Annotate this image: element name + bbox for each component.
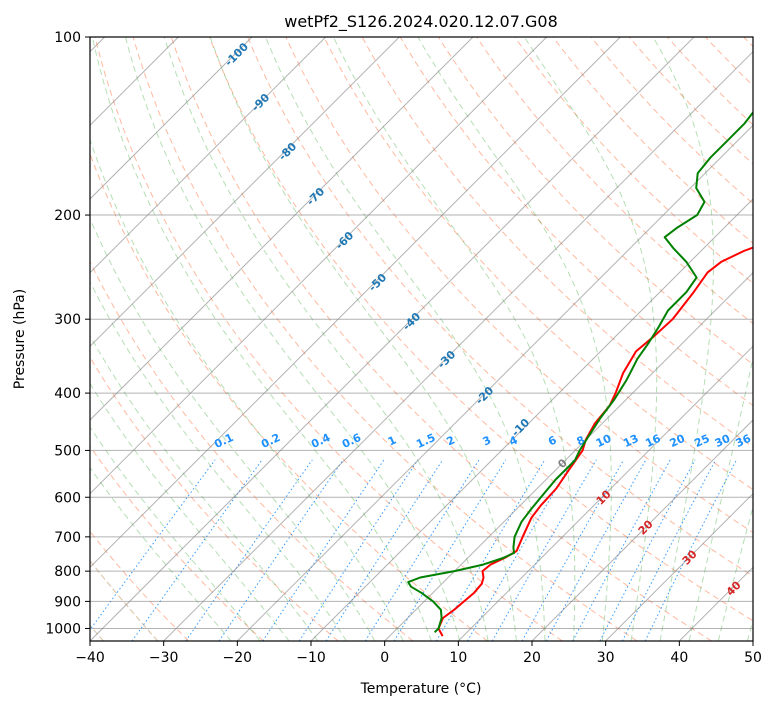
mixing-ratio-line xyxy=(644,459,737,641)
mixing-ratio-line xyxy=(393,459,507,641)
x-tick-label: −20 xyxy=(223,650,253,666)
mixing-ratio-line xyxy=(90,459,216,631)
moist-adiabat-line xyxy=(523,37,658,641)
mixing-ratio-line xyxy=(298,459,419,641)
y-axis: 100 200 300 400 500 600 700 800 900 1000 xyxy=(45,30,90,637)
isotherm-line xyxy=(605,492,753,641)
mixing-ratio-label: 30 xyxy=(713,432,733,450)
x-tick-label: 40 xyxy=(670,650,688,666)
x-tick-label: 50 xyxy=(744,650,762,666)
isotherm-line xyxy=(90,37,695,641)
moist-adiabat-line xyxy=(688,355,753,641)
dry-adiabat-line xyxy=(590,37,753,205)
x-axis-label: Temperature (°C) xyxy=(360,681,482,697)
x-tick-label: −10 xyxy=(296,650,326,666)
plot-area: -100-90-80-70-60-50-40-30-20-10 0.1 0.2 0.… xyxy=(89,36,754,642)
isotherm-line xyxy=(531,419,753,641)
moist-adiabat-line xyxy=(90,217,376,641)
mixing-ratio-line xyxy=(521,459,625,641)
chart-title: wetPf2_S126.2024.020.12.07.G08 xyxy=(284,12,558,32)
dry-adiabat-line xyxy=(170,37,712,641)
isotherm-line xyxy=(457,345,753,641)
dry-adiabat-line xyxy=(399,37,753,407)
mixing-ratio-label: 10 xyxy=(594,432,614,450)
x-axis: −40 −30 −20 −10 0 10 20 30 40 50 xyxy=(75,641,762,666)
mixing-ratio-line xyxy=(185,459,313,641)
moist-adiabat-line xyxy=(90,280,347,641)
isotherm-line xyxy=(90,37,400,348)
mixing-ratio-line xyxy=(262,459,385,641)
y-tick-label: 700 xyxy=(54,530,81,546)
dry-adiabat-line xyxy=(90,260,414,641)
moist-adiabat-line xyxy=(90,466,232,641)
mixing-ratio-label: 20 xyxy=(668,432,688,450)
mixing-ratio-line xyxy=(545,459,647,641)
dry-adiabat-line xyxy=(628,37,753,165)
moist-adiabat-line xyxy=(90,382,290,641)
moist-adiabat-line xyxy=(90,334,319,641)
moist-adiabat-line xyxy=(652,37,714,641)
y-tick-label: 100 xyxy=(54,30,81,46)
moist-adiabat-line xyxy=(417,37,612,641)
moist-adiabat-line xyxy=(90,426,261,641)
x-tick-label: 20 xyxy=(523,650,541,666)
y-tick-label: 1000 xyxy=(45,621,81,637)
x-tick-label: 0 xyxy=(380,650,389,666)
moist-adiabat-line xyxy=(717,505,753,641)
plot-background xyxy=(90,37,753,641)
y-tick-label: 400 xyxy=(54,386,81,402)
moist-adiabat-line xyxy=(91,37,432,641)
dry-adiabat-line xyxy=(323,37,753,491)
x-tick-label: −40 xyxy=(75,650,105,666)
mixing-ratio-label: 25 xyxy=(692,432,711,450)
isotherm-line xyxy=(236,124,753,641)
y-tick-label: 500 xyxy=(54,443,81,459)
moist-adiabat-line xyxy=(265,37,546,641)
mixing-ratio-line xyxy=(491,459,597,641)
mixing-ratio-label: 16 xyxy=(643,432,663,450)
mixing-ratio-line xyxy=(435,459,546,641)
moist-adiabat-line xyxy=(209,37,517,641)
background-lines xyxy=(90,37,753,641)
moist-adiabat-line xyxy=(163,37,489,641)
mixing-ratio-line xyxy=(621,459,717,641)
isotherm-line xyxy=(163,50,753,641)
isotherm-line xyxy=(90,37,474,421)
isotherm-line xyxy=(384,271,753,641)
mixing-ratio-line xyxy=(131,459,263,641)
dry-adiabat-line xyxy=(90,445,264,641)
y-tick-label: 800 xyxy=(54,564,81,580)
isotherm-line xyxy=(752,640,753,641)
dry-adiabat-line xyxy=(476,37,753,325)
plot-frame xyxy=(89,36,754,642)
dry-adiabat-line xyxy=(132,37,638,641)
theta-e-line xyxy=(90,559,159,641)
isotherm-line xyxy=(90,37,327,274)
mixing-ratio-line xyxy=(467,459,574,641)
x-tick-label: 10 xyxy=(449,650,467,666)
y-tick-label: 900 xyxy=(54,594,81,610)
dewpoint-profile-line xyxy=(407,110,753,634)
x-tick-label: 30 xyxy=(597,650,615,666)
mixing-ratio-line xyxy=(218,459,344,641)
y-tick-label: 600 xyxy=(54,490,81,506)
mixing-ratio-label: 13 xyxy=(621,432,640,450)
isotherm-line xyxy=(90,37,253,200)
dry-adiabat-line xyxy=(209,37,753,622)
moist-adiabat-line xyxy=(90,138,404,641)
profile-lines xyxy=(407,110,753,637)
dry-adiabat-line xyxy=(514,37,753,284)
moist-adiabat-line xyxy=(125,37,461,641)
isotherm-line xyxy=(90,37,548,495)
x-tick-label: −30 xyxy=(149,650,179,666)
mixing-ratio-label: 36 xyxy=(734,432,754,450)
y-tick-label: 300 xyxy=(54,312,81,328)
dry-adiabat-line xyxy=(247,37,753,577)
isotherm-line xyxy=(310,198,753,641)
isotherm-line xyxy=(90,37,621,569)
y-axis-label: Pressure (hPa) xyxy=(12,289,28,389)
dry-adiabat-line xyxy=(94,37,563,641)
y-tick-label: 200 xyxy=(54,208,81,224)
